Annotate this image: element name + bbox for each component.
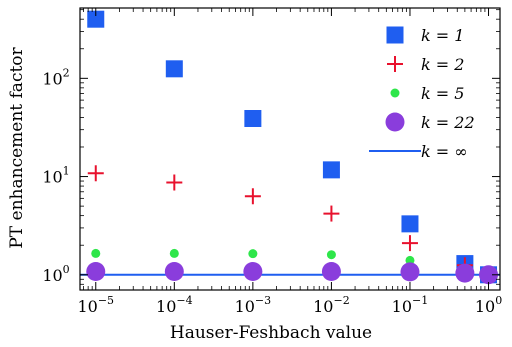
data-point-plus bbox=[166, 174, 183, 191]
y-tick-label: 101 bbox=[42, 165, 69, 187]
x-tick-label: 100 bbox=[475, 294, 502, 316]
data-point-small-circle bbox=[326, 250, 336, 260]
x-tick-label: 10−2 bbox=[313, 294, 350, 316]
x-tick-label: 10−5 bbox=[77, 294, 114, 316]
data-point-square bbox=[87, 10, 105, 28]
data-point-large-circle bbox=[86, 262, 106, 282]
data-point-small-circle bbox=[169, 248, 179, 258]
data-point-square bbox=[401, 215, 419, 233]
data-point-small-circle bbox=[248, 249, 258, 259]
legend-label: k = 22 bbox=[421, 113, 475, 132]
legend-label: k = 5 bbox=[421, 84, 464, 103]
x-tick-label: 10−3 bbox=[235, 294, 272, 316]
legend-marker bbox=[385, 112, 405, 132]
y-tick-label: 100 bbox=[42, 263, 69, 285]
data-point-square bbox=[165, 60, 183, 78]
data-point-large-circle bbox=[321, 262, 341, 282]
data-point-large-circle bbox=[400, 262, 420, 282]
data-point-small-circle bbox=[91, 248, 101, 258]
data-point-plus bbox=[87, 165, 104, 182]
data-point-plus bbox=[401, 235, 418, 252]
y-tick-label: 102 bbox=[42, 66, 69, 88]
legend: k = 1 k = 2 k = 5 k = 22 k = ∞ bbox=[369, 26, 475, 161]
legend-marker bbox=[386, 26, 404, 44]
plot-area bbox=[80, 10, 500, 285]
y-axis-label: PT enhancement factor bbox=[7, 46, 27, 248]
legend-marker bbox=[387, 56, 403, 72]
data-point-square bbox=[322, 161, 340, 179]
legend-label: k = 2 bbox=[421, 55, 464, 74]
axes: 10−5 10−4 10−3 10−2 10−1 100 100 101 102 bbox=[42, 7, 502, 316]
legend-label: k = 1 bbox=[421, 26, 464, 45]
data-point-square bbox=[244, 109, 262, 127]
x-axis-label: Hauser-Feshbach value bbox=[170, 323, 372, 343]
legend-marker bbox=[390, 88, 400, 98]
data-point-plus bbox=[244, 188, 261, 205]
data-point-large-circle bbox=[243, 262, 263, 282]
legend-label: k = ∞ bbox=[421, 142, 468, 161]
data-point-large-circle bbox=[164, 262, 184, 282]
x-tick-label: 10−1 bbox=[392, 294, 429, 316]
data-point-large-circle bbox=[455, 263, 475, 283]
data-point-plus bbox=[323, 205, 340, 222]
x-tick-label: 10−4 bbox=[156, 294, 193, 316]
data-point-large-circle bbox=[479, 265, 499, 285]
